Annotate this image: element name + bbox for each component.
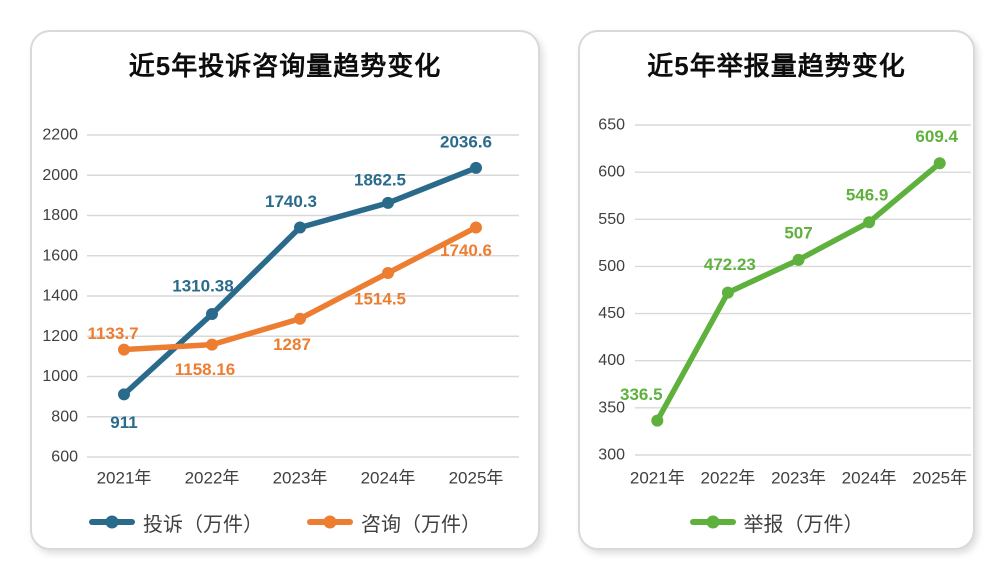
data-point (294, 221, 306, 234)
legend-label: 咨询（万件） (361, 513, 481, 536)
data-label: 2036.6 (440, 132, 492, 151)
data-point (118, 343, 130, 356)
data-label: 1862.5 (354, 170, 406, 189)
legend-label: 投诉（万件） (143, 513, 263, 536)
y-tick-label: 650 (598, 117, 625, 134)
complaints-consultations-chart-card: 近5年投诉咨询量趋势变化 600 800 1000 1200 1400 1600 1800 2… (30, 30, 540, 550)
y-tick-label: 450 (598, 305, 625, 322)
data-label: 1310.38 (172, 277, 233, 296)
chart-title-reports: 近5年举报量趋势变化 (647, 51, 906, 81)
x-axis-label: 2024年 (361, 469, 416, 488)
data-label: 609.4 (915, 127, 958, 146)
data-label: 1133.7 (87, 324, 138, 343)
data-point (118, 388, 130, 401)
chart-title-complaints-consultations: 近5年投诉咨询量趋势变化 (128, 51, 442, 81)
data-label: 546.9 (846, 186, 889, 205)
legend-marker-icon (89, 515, 135, 529)
y-tick-label: 1800 (42, 207, 78, 224)
x-axis-label: 2025年 (449, 469, 504, 488)
data-point (721, 286, 734, 299)
data-label: 1740.6 (440, 241, 492, 260)
x-axis-label: 2023年 (771, 469, 826, 488)
data-point (294, 312, 306, 325)
x-axis-label: 2023年 (273, 469, 328, 488)
data-point (863, 216, 876, 229)
x-axis-label: 2022年 (700, 469, 755, 488)
data-label: 1287 (273, 335, 311, 354)
y-tick-label: 2200 (42, 127, 78, 144)
x-axis-label: 2025年 (912, 469, 967, 488)
y-tick-label: 400 (598, 352, 625, 369)
y-tick-label: 1400 (42, 288, 78, 305)
y-tick-label: 600 (51, 449, 78, 466)
y-tick-label: 500 (598, 258, 625, 275)
data-point (470, 161, 482, 174)
y-tick-label: 1600 (42, 247, 78, 264)
data-point (382, 196, 394, 209)
chart-legend-reports: 举报（万件） (580, 504, 973, 540)
data-label: 911 (110, 413, 137, 432)
y-tick-label: 1000 (42, 368, 78, 385)
y-tick-label: 800 (51, 408, 78, 425)
y-tick-label: 350 (598, 399, 625, 416)
x-axis-label: 2021年 (97, 469, 152, 488)
series-line-0 (654, 160, 943, 424)
legend-item: 咨询（万件） (307, 508, 481, 537)
data-label: 472.23 (704, 255, 756, 274)
y-tick-label: 300 (598, 447, 625, 464)
data-label: 1740.3 (265, 192, 317, 211)
data-label: 1158.16 (175, 360, 236, 379)
line-chart-reports: 300 350 400 450 500 550 600 650 2021年 2022年 2023年 2… (598, 117, 971, 488)
legend-marker-icon (689, 515, 736, 529)
y-tick-label: 1200 (42, 328, 78, 345)
y-tick-label: 2000 (42, 167, 78, 184)
data-point (206, 338, 218, 351)
line-chart-complaints-consultations: 600 800 1000 1200 1400 1600 1800 2000 2200 2021年 2… (42, 127, 519, 488)
y-tick-label: 550 (598, 211, 625, 228)
legend-item: 举报（万件） (689, 508, 864, 537)
data-label: 336.5 (620, 385, 663, 404)
x-axis-label: 2022年 (185, 469, 240, 488)
data-point (470, 221, 482, 234)
data-point (382, 266, 394, 279)
data-point (206, 308, 218, 321)
x-axis-label: 2024年 (842, 469, 897, 488)
data-point (933, 157, 946, 170)
legend-marker-icon (307, 515, 353, 529)
chart-legend-complaints-consultations: 投诉（万件） 咨询（万件） (32, 504, 538, 540)
data-point (651, 414, 664, 427)
data-label: 507 (784, 223, 812, 242)
legend-item: 投诉（万件） (89, 508, 263, 537)
data-label: 1514.5 (354, 289, 406, 308)
legend-label: 举报（万件） (743, 513, 864, 536)
data-point (792, 253, 805, 266)
y-tick-label: 600 (598, 164, 625, 181)
reports-chart-card: 近5年举报量趋势变化 300 350 400 450 500 550 600 650 2021年… (578, 30, 975, 550)
x-axis-label: 2021年 (630, 469, 685, 488)
